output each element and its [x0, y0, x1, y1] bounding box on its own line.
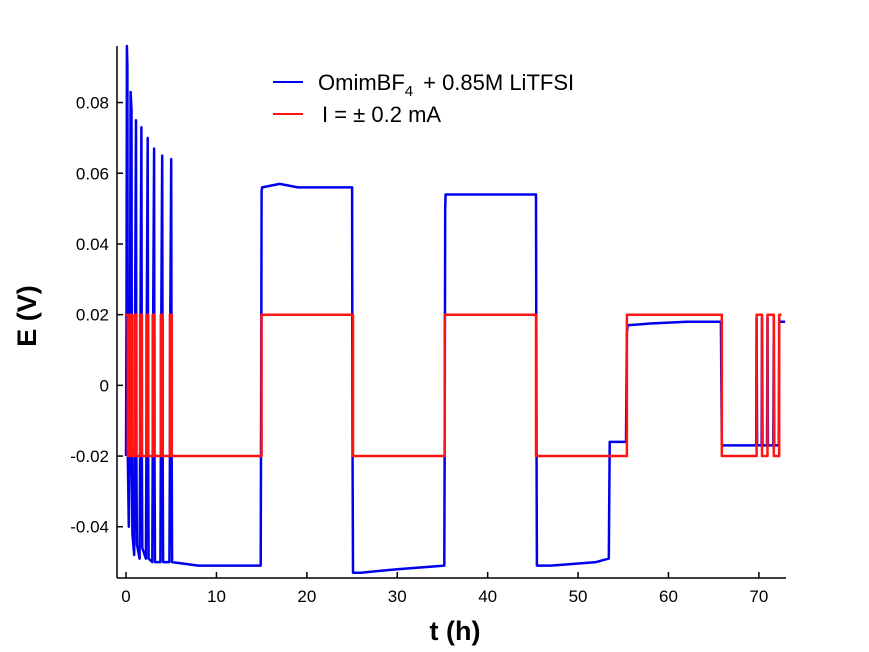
y-tick-label: 0.06: [76, 164, 109, 183]
x-axis-title: t (h): [430, 616, 481, 646]
y-tick-label: 0.02: [76, 306, 109, 325]
y-axis-title: E (V): [12, 285, 42, 347]
y-tick-label: 0: [100, 376, 109, 395]
legend-label-omimbf4-sub: 4: [405, 83, 413, 100]
axes: [116, 46, 786, 579]
plot-area: [124, 44, 786, 574]
x-tick-label: 10: [207, 587, 226, 606]
x-tick-label: 60: [659, 587, 678, 606]
legend: OmimBF4 + 0.85M LiTFSI I = ± 0.2 mA: [273, 70, 574, 127]
y-tick-label: -0.04: [70, 518, 109, 537]
legend-label-omimbf4-rest: + 0.85M LiTFSI: [423, 70, 574, 95]
y-tick-label: 0.04: [76, 235, 109, 254]
x-tick-label: 30: [388, 587, 407, 606]
series-line-omimbf4: [124, 44, 786, 574]
ticks: 0 10 20 30 40 50 60 70 0.08 0.06 0.04 0.02 0 -0.02 -0.…: [70, 94, 768, 606]
x-tick-label: 40: [478, 587, 497, 606]
y-tick-label: 0.08: [76, 94, 109, 113]
series-line-current: [126, 313, 782, 458]
y-tick-label: -0.02: [70, 447, 109, 466]
x-tick-label: 20: [297, 587, 316, 606]
legend-label-omimbf4: OmimBF4 + 0.85M LiTFSI: [318, 70, 574, 100]
x-tick-label: 70: [749, 587, 768, 606]
legend-label-current: I = ± 0.2 mA: [322, 102, 441, 127]
legend-label-omimbf4-main: OmimBF: [318, 70, 405, 95]
x-tick-label: 0: [121, 587, 130, 606]
x-tick-label: 50: [569, 587, 588, 606]
